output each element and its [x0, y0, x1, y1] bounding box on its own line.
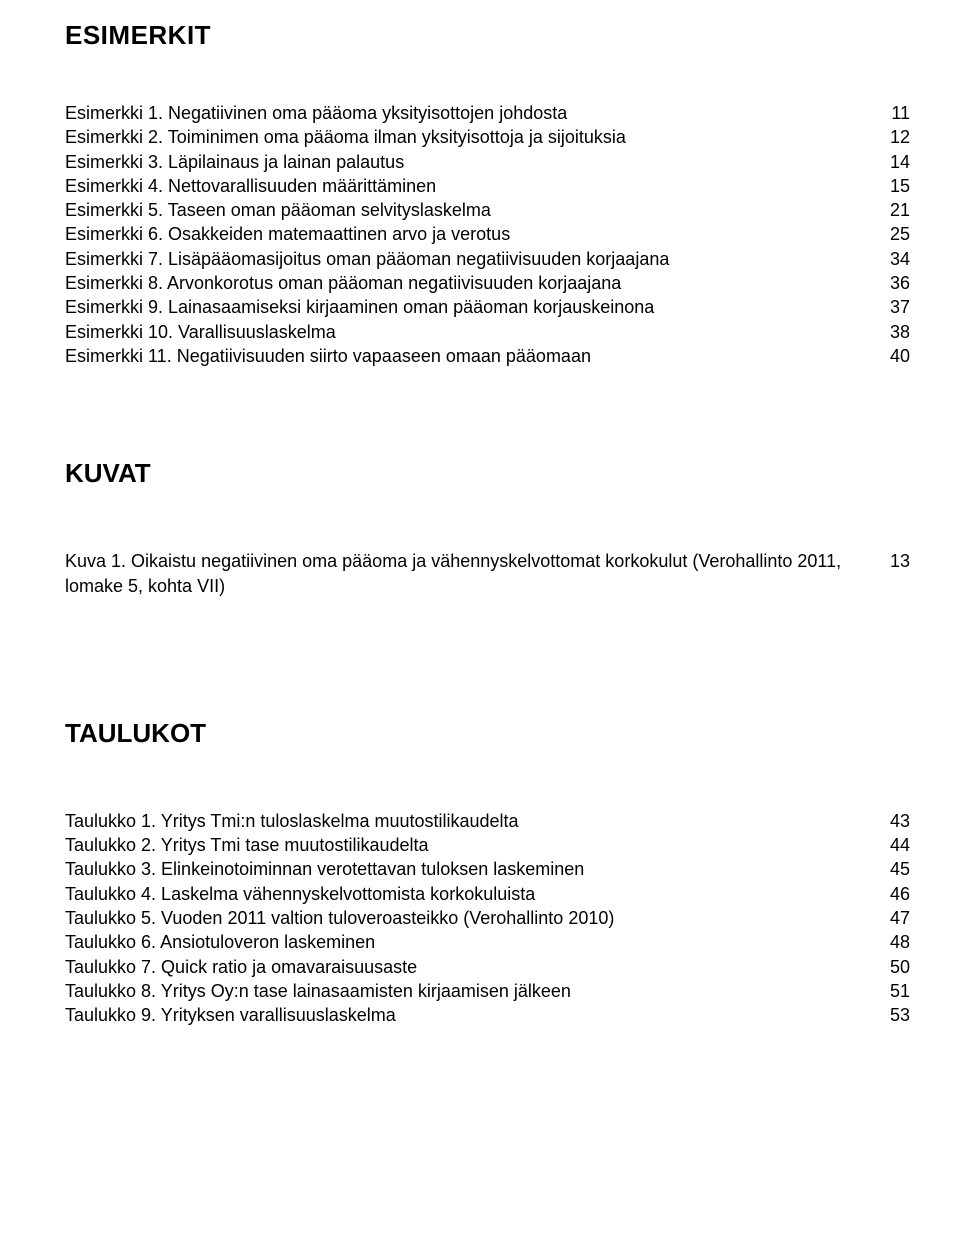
entry-text: Esimerkki 9. Lainasaamiseksi kirjaaminen…	[65, 295, 872, 319]
entry-text: Taulukko 9. Yrityksen varallisuuslaskelm…	[65, 1003, 872, 1027]
section-title-esimerkit: ESIMERKIT	[65, 20, 910, 51]
entry-text: Esimerkki 3. Läpilainaus ja lainan palau…	[65, 150, 872, 174]
entry-page-number: 51	[880, 979, 910, 1003]
entry-page-number: 43	[880, 809, 910, 833]
entry-page-number: 25	[880, 222, 910, 246]
entry-text: Taulukko 4. Laskelma vähennyskelvottomis…	[65, 882, 872, 906]
list-item: Taulukko 1. Yritys Tmi:n tuloslaskelma m…	[65, 809, 910, 833]
list-item: Taulukko 7. Quick ratio ja omavaraisuusa…	[65, 955, 910, 979]
entry-text: Esimerkki 10. Varallisuuslaskelma	[65, 320, 872, 344]
section-title-kuvat: KUVAT	[65, 458, 910, 489]
entry-page-number: 14	[880, 150, 910, 174]
entry-page-number: 37	[880, 295, 910, 319]
entry-page-number: 15	[880, 174, 910, 198]
entry-text: Esimerkki 7. Lisäpääomasijoitus oman pää…	[65, 247, 872, 271]
esimerkit-list: Esimerkki 1. Negatiivinen oma pääoma yks…	[65, 101, 910, 368]
list-item: Esimerkki 7. Lisäpääomasijoitus oman pää…	[65, 247, 910, 271]
entry-page-number: 34	[880, 247, 910, 271]
list-item: Taulukko 4. Laskelma vähennyskelvottomis…	[65, 882, 910, 906]
entry-text: Esimerkki 6. Osakkeiden matemaattinen ar…	[65, 222, 872, 246]
entry-page-number: 53	[880, 1003, 910, 1027]
entry-page-number: 45	[880, 857, 910, 881]
list-item: Esimerkki 1. Negatiivinen oma pääoma yks…	[65, 101, 910, 125]
list-item: Esimerkki 4. Nettovarallisuuden määrittä…	[65, 174, 910, 198]
entry-text: Esimerkki 2. Toiminimen oma pääoma ilman…	[65, 125, 872, 149]
kuvat-list: Kuva 1. Oikaistu negatiivinen oma pääoma…	[65, 549, 910, 598]
section-title-taulukot: TAULUKOT	[65, 718, 910, 749]
list-item: Taulukko 6. Ansiotuloveron laskeminen 48	[65, 930, 910, 954]
entry-page-number: 21	[880, 198, 910, 222]
entry-text: Taulukko 1. Yritys Tmi:n tuloslaskelma m…	[65, 809, 872, 833]
list-item: Esimerkki 9. Lainasaamiseksi kirjaaminen…	[65, 295, 910, 319]
list-item: Esimerkki 11. Negatiivisuuden siirto vap…	[65, 344, 910, 368]
entry-text: Taulukko 6. Ansiotuloveron laskeminen	[65, 930, 872, 954]
list-item: Taulukko 5. Vuoden 2011 valtion tulovero…	[65, 906, 910, 930]
entry-text: Esimerkki 5. Taseen oman pääoman selvity…	[65, 198, 872, 222]
entry-text: Taulukko 5. Vuoden 2011 valtion tulovero…	[65, 906, 872, 930]
entry-text: Kuva 1. Oikaistu negatiivinen oma pääoma…	[65, 549, 872, 598]
entry-text: Esimerkki 8. Arvonkorotus oman pääoman n…	[65, 271, 872, 295]
entry-text: Taulukko 7. Quick ratio ja omavaraisuusa…	[65, 955, 872, 979]
list-item: Esimerkki 3. Läpilainaus ja lainan palau…	[65, 150, 910, 174]
entry-page-number: 13	[880, 549, 910, 573]
entry-page-number: 50	[880, 955, 910, 979]
list-item: Kuva 1. Oikaistu negatiivinen oma pääoma…	[65, 549, 910, 598]
entry-page-number: 11	[880, 101, 910, 125]
list-item: Taulukko 8. Yritys Oy:n tase lainasaamis…	[65, 979, 910, 1003]
list-item: Taulukko 3. Elinkeinotoiminnan verotetta…	[65, 857, 910, 881]
entry-page-number: 40	[880, 344, 910, 368]
entry-page-number: 46	[880, 882, 910, 906]
entry-text: Esimerkki 11. Negatiivisuuden siirto vap…	[65, 344, 872, 368]
list-item: Esimerkki 2. Toiminimen oma pääoma ilman…	[65, 125, 910, 149]
entry-page-number: 12	[880, 125, 910, 149]
entry-page-number: 48	[880, 930, 910, 954]
entry-text: Esimerkki 1. Negatiivinen oma pääoma yks…	[65, 101, 872, 125]
entry-text: Esimerkki 4. Nettovarallisuuden määrittä…	[65, 174, 872, 198]
list-item: Esimerkki 8. Arvonkorotus oman pääoman n…	[65, 271, 910, 295]
entry-page-number: 44	[880, 833, 910, 857]
document-page: ESIMERKIT Esimerkki 1. Negatiivinen oma …	[0, 0, 960, 1245]
entry-text: Taulukko 8. Yritys Oy:n tase lainasaamis…	[65, 979, 872, 1003]
list-item: Taulukko 9. Yrityksen varallisuuslaskelm…	[65, 1003, 910, 1027]
entry-page-number: 38	[880, 320, 910, 344]
entry-page-number: 36	[880, 271, 910, 295]
list-item: Esimerkki 6. Osakkeiden matemaattinen ar…	[65, 222, 910, 246]
list-item: Esimerkki 5. Taseen oman pääoman selvity…	[65, 198, 910, 222]
taulukot-list: Taulukko 1. Yritys Tmi:n tuloslaskelma m…	[65, 809, 910, 1028]
entry-text: Taulukko 3. Elinkeinotoiminnan verotetta…	[65, 857, 872, 881]
entry-page-number: 47	[880, 906, 910, 930]
list-item: Esimerkki 10. Varallisuuslaskelma 38	[65, 320, 910, 344]
list-item: Taulukko 2. Yritys Tmi tase muutostilika…	[65, 833, 910, 857]
entry-text: Taulukko 2. Yritys Tmi tase muutostilika…	[65, 833, 872, 857]
